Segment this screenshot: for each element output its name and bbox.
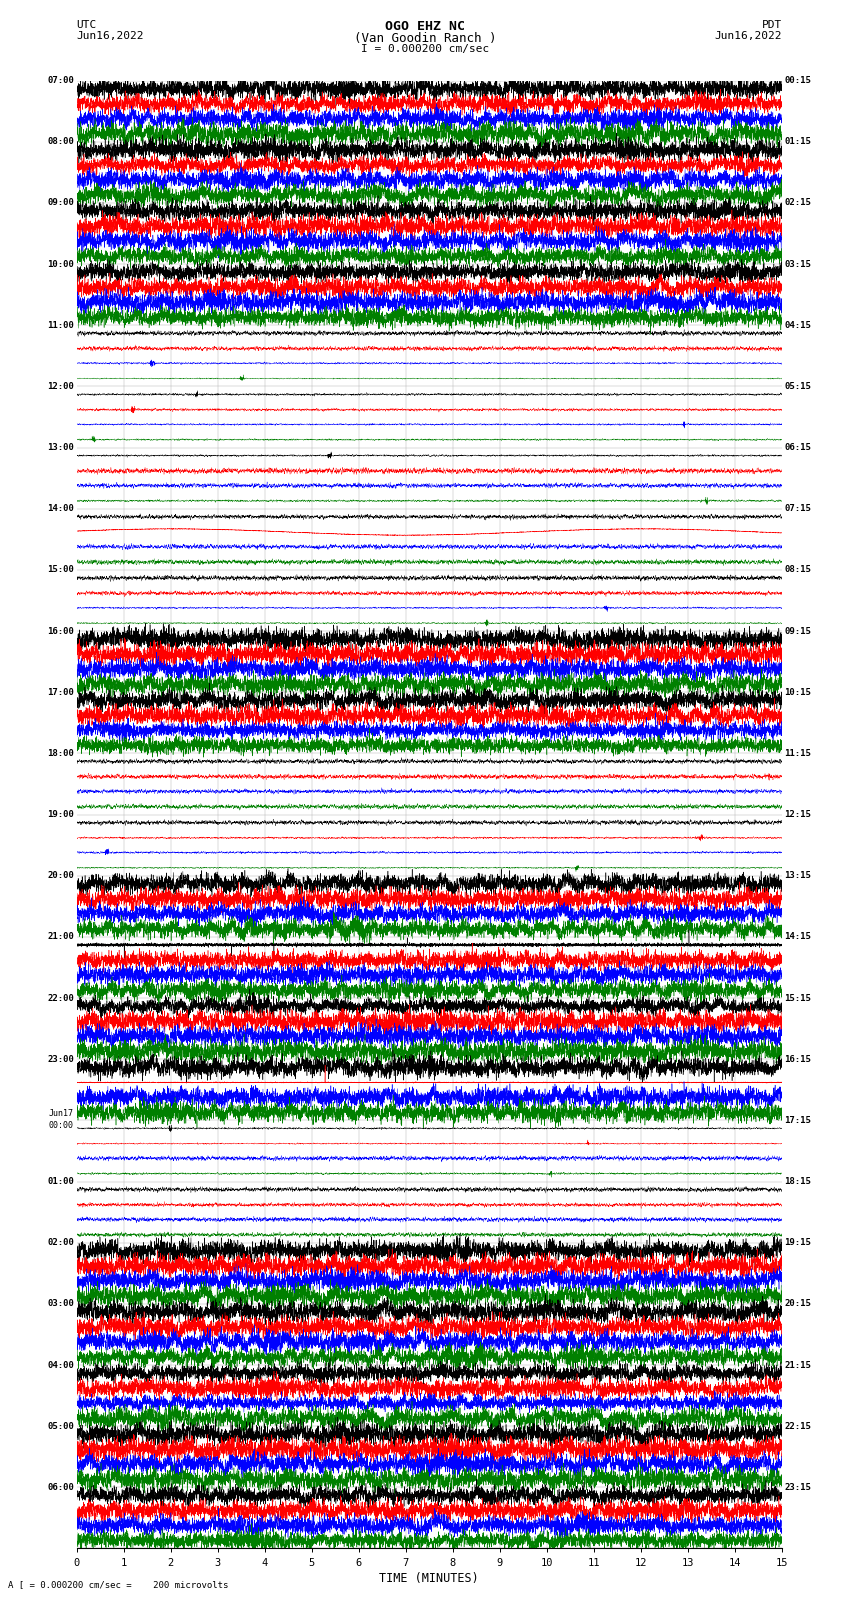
Text: OGO EHZ NC: OGO EHZ NC: [385, 19, 465, 34]
Text: 07:15: 07:15: [785, 505, 812, 513]
Text: 04:15: 04:15: [785, 321, 812, 329]
Text: 00:15: 00:15: [785, 76, 812, 85]
Text: 21:00: 21:00: [47, 932, 74, 942]
Text: A [ = 0.000200 cm/sec =    200 microvolts: A [ = 0.000200 cm/sec = 200 microvolts: [8, 1579, 229, 1589]
Text: 04:00: 04:00: [47, 1360, 74, 1369]
Text: 23:00: 23:00: [47, 1055, 74, 1063]
Text: UTC: UTC: [76, 19, 97, 31]
Text: 10:15: 10:15: [785, 687, 812, 697]
Text: 13:15: 13:15: [785, 871, 812, 881]
Text: 15:00: 15:00: [47, 566, 74, 574]
Text: 12:00: 12:00: [47, 382, 74, 390]
Text: 20:00: 20:00: [47, 871, 74, 881]
Text: 01:00: 01:00: [47, 1177, 74, 1186]
Text: 22:00: 22:00: [47, 994, 74, 1003]
Text: 13:00: 13:00: [47, 444, 74, 452]
Text: 07:00: 07:00: [47, 76, 74, 85]
Text: 14:00: 14:00: [47, 505, 74, 513]
Text: 21:15: 21:15: [785, 1360, 812, 1369]
Text: Jun16,2022: Jun16,2022: [76, 31, 144, 42]
Text: 11:15: 11:15: [785, 748, 812, 758]
Text: 08:15: 08:15: [785, 566, 812, 574]
Text: PDT: PDT: [762, 19, 782, 31]
Text: 23:15: 23:15: [785, 1482, 812, 1492]
Text: 09:15: 09:15: [785, 626, 812, 636]
Text: 16:15: 16:15: [785, 1055, 812, 1063]
Text: 03:00: 03:00: [47, 1300, 74, 1308]
Text: 02:15: 02:15: [785, 198, 812, 208]
Text: 20:15: 20:15: [785, 1300, 812, 1308]
Text: 18:15: 18:15: [785, 1177, 812, 1186]
Text: 05:15: 05:15: [785, 382, 812, 390]
Text: 19:15: 19:15: [785, 1239, 812, 1247]
Text: 02:00: 02:00: [47, 1239, 74, 1247]
Text: 18:00: 18:00: [47, 748, 74, 758]
Text: 06:00: 06:00: [47, 1482, 74, 1492]
Text: 17:00: 17:00: [47, 687, 74, 697]
Text: 14:15: 14:15: [785, 932, 812, 942]
Text: 11:00: 11:00: [47, 321, 74, 329]
Text: 19:00: 19:00: [47, 810, 74, 819]
Text: 22:15: 22:15: [785, 1421, 812, 1431]
Text: 06:15: 06:15: [785, 444, 812, 452]
Text: Jun16,2022: Jun16,2022: [715, 31, 782, 42]
Text: 15:15: 15:15: [785, 994, 812, 1003]
Text: 12:15: 12:15: [785, 810, 812, 819]
Text: 05:00: 05:00: [47, 1421, 74, 1431]
Text: 16:00: 16:00: [47, 626, 74, 636]
Text: (Van Goodin Ranch ): (Van Goodin Ranch ): [354, 32, 496, 45]
Text: 01:15: 01:15: [785, 137, 812, 147]
Text: 17:15: 17:15: [785, 1116, 812, 1124]
Text: 03:15: 03:15: [785, 260, 812, 269]
Text: Jun17: Jun17: [49, 1110, 74, 1118]
Text: 00:00: 00:00: [49, 1121, 74, 1129]
Text: 10:00: 10:00: [47, 260, 74, 269]
Text: 08:00: 08:00: [47, 137, 74, 147]
Text: 09:00: 09:00: [47, 198, 74, 208]
X-axis label: TIME (MINUTES): TIME (MINUTES): [379, 1571, 479, 1584]
Text: I = 0.000200 cm/sec: I = 0.000200 cm/sec: [361, 44, 489, 55]
